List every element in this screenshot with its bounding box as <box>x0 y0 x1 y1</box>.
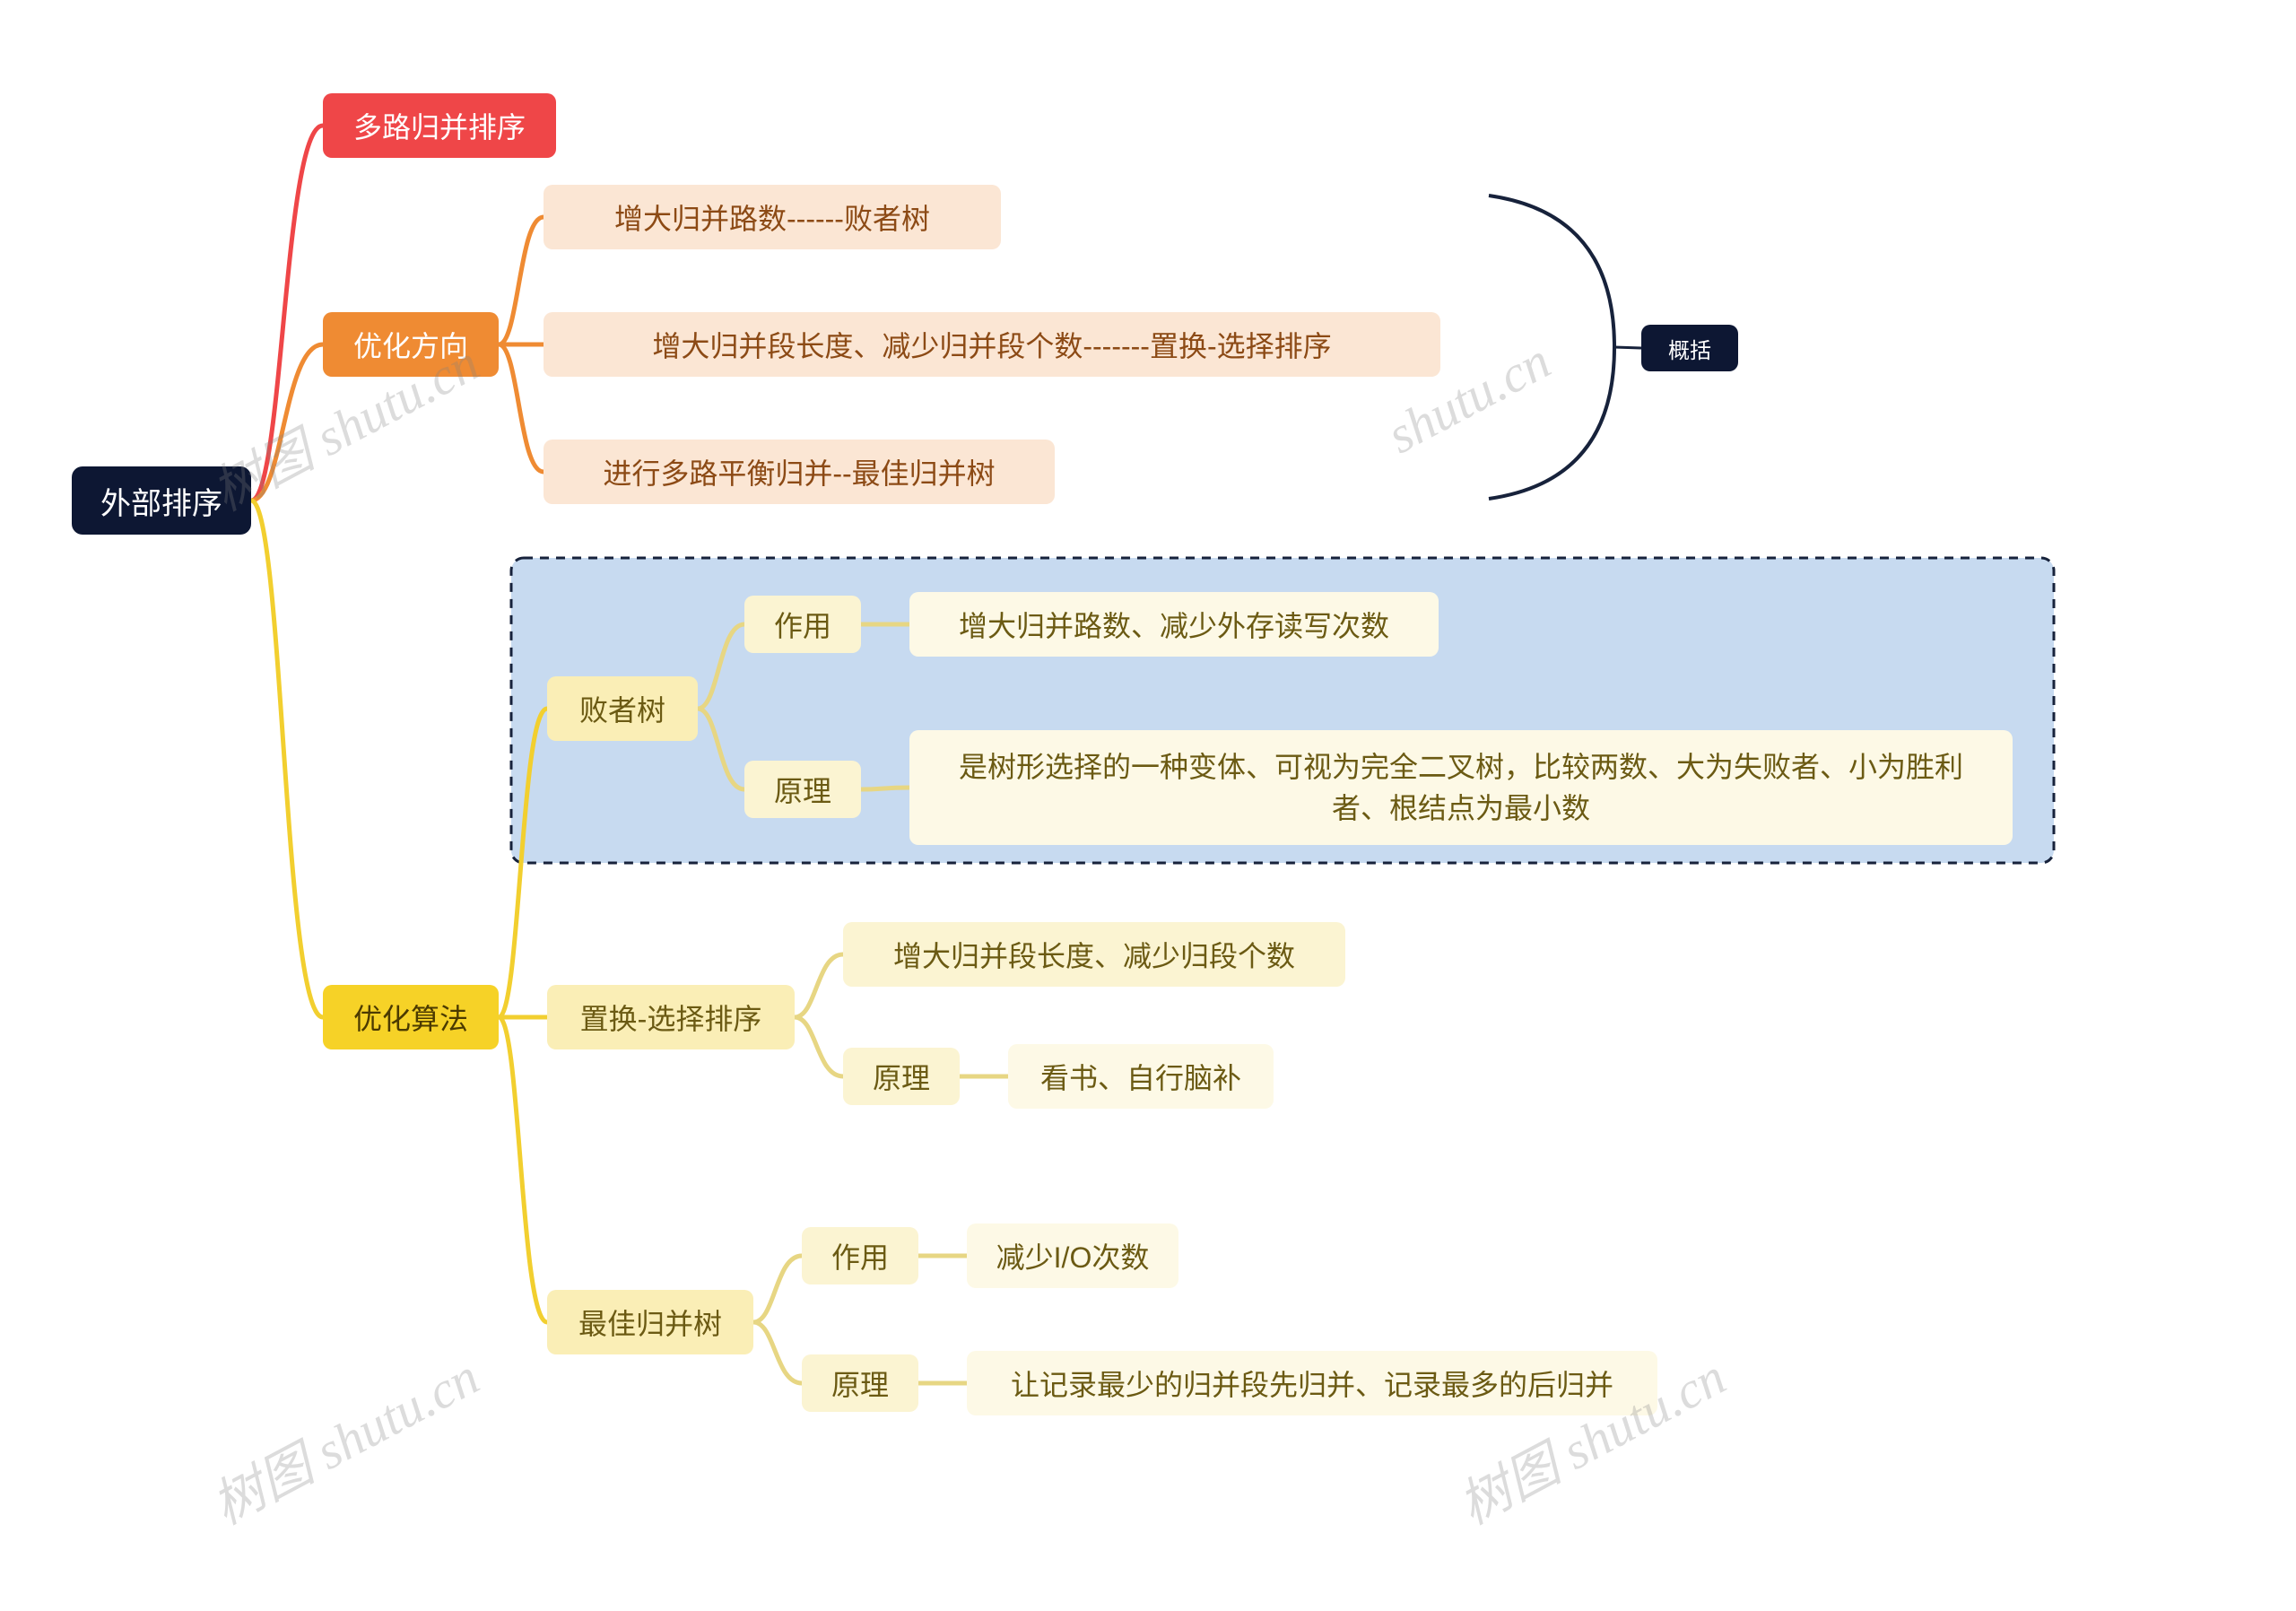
edge <box>753 1322 802 1383</box>
watermark: 树图 shutu.cn <box>196 1336 490 1539</box>
node-label: 败者树 <box>579 688 665 729</box>
edge <box>795 1017 843 1076</box>
node-label: 进行多路平衡归并--最佳归并树 <box>603 451 995 492</box>
node-label: 多路归并排序 <box>353 105 526 146</box>
summary-connector <box>1614 347 1641 348</box>
edge <box>251 501 323 1017</box>
node-y_l_pri: 原理 <box>744 761 861 818</box>
node-n_yellow: 优化算法 <box>323 985 499 1049</box>
edge <box>698 709 744 789</box>
node-o2: 增大归并段长度、减少归并段个数-------置换-选择排序 <box>544 312 1440 377</box>
edge <box>499 344 544 472</box>
node-root: 外部排序 <box>72 466 251 535</box>
node-y_l_use: 作用 <box>744 596 861 653</box>
node-label: 增大归并路数------败者树 <box>614 196 930 238</box>
node-label: 让记录最少的归并段先归并、记录最多的后归并 <box>1011 1363 1613 1404</box>
node-y_b_use: 作用 <box>802 1227 918 1284</box>
node-label: 作用 <box>831 1235 889 1276</box>
node-label: 置换-选择排序 <box>580 997 762 1038</box>
node-y_loser: 败者树 <box>547 676 698 741</box>
node-label: 减少I/O次数 <box>996 1235 1150 1276</box>
node-n_red: 多路归并排序 <box>323 93 556 158</box>
node-y_repl: 置换-选择排序 <box>547 985 795 1049</box>
node-label: 最佳归并树 <box>578 1302 722 1343</box>
node-label: 增大归并段长度、减少归段个数 <box>893 934 1295 975</box>
node-label: 优化方向 <box>353 324 468 365</box>
summary-arc <box>1489 196 1614 499</box>
node-label: 是树形选择的一种变体、可视为完全二叉树，比较两数、大为失败者、小为胜利者、根结点… <box>933 746 1989 830</box>
node-label: 优化算法 <box>353 997 468 1038</box>
node-n_orange: 优化方向 <box>323 312 499 377</box>
edge <box>499 709 547 1017</box>
node-label: 增大归并段长度、减少归并段个数-------置换-选择排序 <box>652 324 1331 365</box>
node-label: 增大归并路数、减少外存读写次数 <box>959 604 1389 645</box>
node-label: 作用 <box>774 604 831 645</box>
node-y_best: 最佳归并树 <box>547 1290 753 1354</box>
edge <box>499 217 544 344</box>
node-o3: 进行多路平衡归并--最佳归并树 <box>544 440 1055 504</box>
edge <box>251 344 323 501</box>
edge <box>499 1017 547 1322</box>
node-y_r_top: 增大归并段长度、减少归段个数 <box>843 922 1345 987</box>
node-y_r_pri: 原理 <box>843 1048 960 1105</box>
node-label: 看书、自行脑补 <box>1040 1056 1241 1097</box>
edge <box>861 788 909 789</box>
node-label: 原理 <box>831 1363 889 1404</box>
node-y_b_use_v: 减少I/O次数 <box>967 1223 1178 1288</box>
node-y_l_pri_v: 是树形选择的一种变体、可视为完全二叉树，比较两数、大为失败者、小为胜利者、根结点… <box>909 730 2013 845</box>
node-label: 原理 <box>873 1056 930 1097</box>
edge <box>251 126 323 501</box>
edge <box>795 954 843 1017</box>
edge <box>753 1256 802 1322</box>
node-y_b_pri: 原理 <box>802 1354 918 1412</box>
node-y_r_pri_v: 看书、自行脑补 <box>1008 1044 1274 1109</box>
node-label: 概括 <box>1668 333 1711 364</box>
edge <box>698 624 744 709</box>
node-y_l_use_v: 增大归并路数、减少外存读写次数 <box>909 592 1439 657</box>
node-o1: 增大归并路数------败者树 <box>544 185 1001 249</box>
node-y_b_pri_v: 让记录最少的归并段先归并、记录最多的后归并 <box>967 1351 1657 1415</box>
node-label: 外部排序 <box>100 479 222 523</box>
node-label: 原理 <box>774 769 831 810</box>
node-summary: 概括 <box>1641 325 1738 371</box>
